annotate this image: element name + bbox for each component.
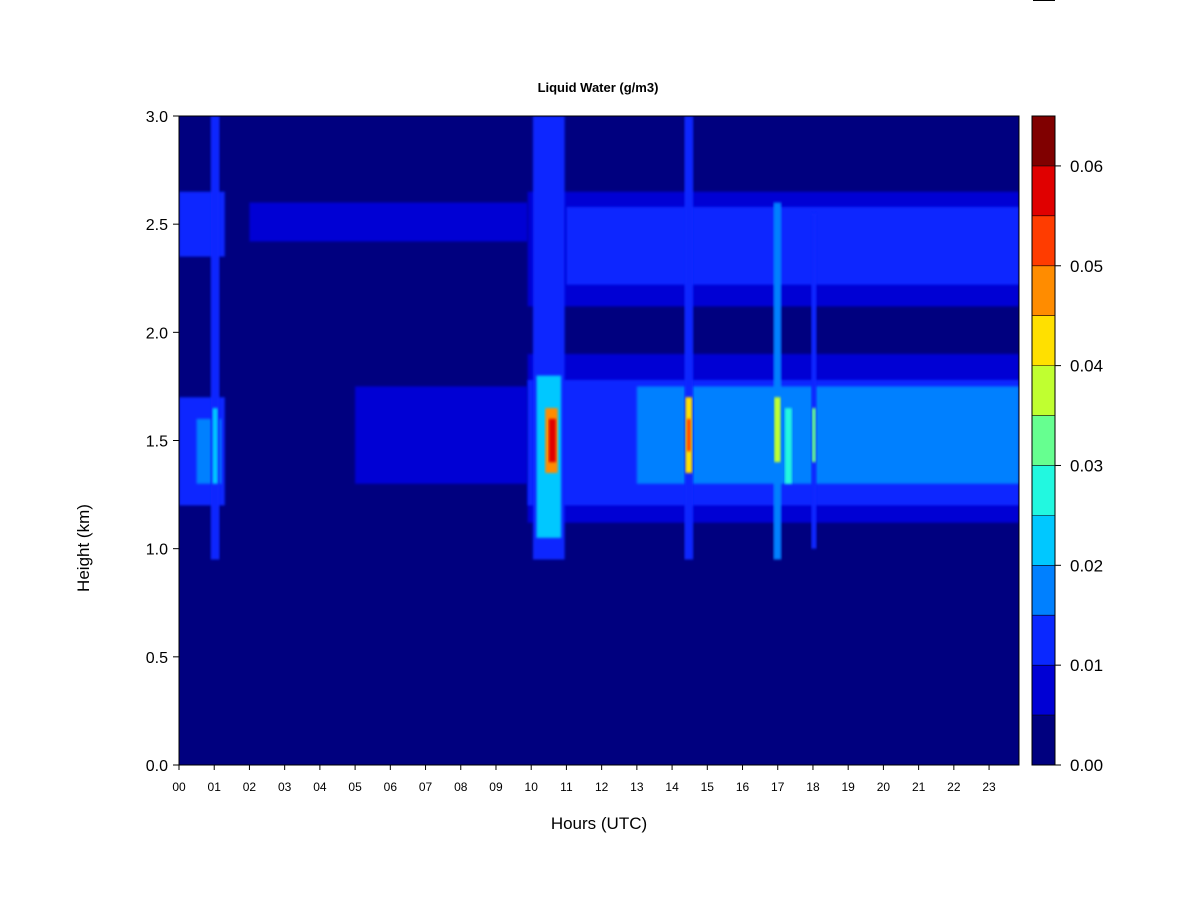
x-tick-label: 19 xyxy=(842,780,856,794)
x-axis: 00 01 02 03 04 05 06 07 08 09 10 11 12 13 14 15 16 17 18 19… xyxy=(172,764,996,794)
x-tick-label: 07 xyxy=(419,780,433,794)
x-tick-label: 10 xyxy=(525,780,539,794)
colorbar-tick-label: 0.03 xyxy=(1070,456,1103,475)
cloud-column-11: column ~17.3h xyxy=(784,408,792,484)
colorbar-swatch xyxy=(1032,116,1055,166)
colorbar-tick-label: 0.02 xyxy=(1070,556,1103,575)
corner-mark xyxy=(1033,0,1055,1)
cloud-layer-3: upper cloud layer, core xyxy=(566,206,1019,285)
y-axis-label: Height (km) xyxy=(74,504,93,592)
y-tick-label: 2.0 xyxy=(146,325,168,342)
y-tick-label: 0.5 xyxy=(146,650,168,667)
x-tick-label: 12 xyxy=(595,780,609,794)
colorbar-tick-label: 0.04 xyxy=(1070,357,1103,376)
x-tick-label: 03 xyxy=(278,780,292,794)
colorbar-swatch xyxy=(1032,565,1055,616)
colorbar-swatch xyxy=(1032,265,1055,316)
plot-frame xyxy=(178,115,1020,766)
cloud-column-13: column ~18h core xyxy=(811,408,816,463)
plot-area: upper cloud layer, earlyupper cloud laye… xyxy=(179,116,1019,765)
colorbar-swatch xyxy=(1032,715,1055,765)
x-tick-label: 23 xyxy=(982,780,996,794)
y-tick-label: 1.5 xyxy=(146,434,168,451)
chart-title: Liquid Water (g/m3) xyxy=(538,80,659,95)
x-tick-label: 00 xyxy=(172,780,186,794)
x-tick-label: 06 xyxy=(384,780,398,794)
colorbar-swatch xyxy=(1032,465,1055,516)
cloud-column-6: column ~14.5h xyxy=(684,116,694,560)
colorbar-swatch xyxy=(1032,165,1055,216)
cloud-layer-1: upper cloud layer, 02-10 (sparse) xyxy=(249,202,528,242)
x-tick-label: 08 xyxy=(454,780,468,794)
cloud-column-5: column ~10.5h peak xyxy=(548,418,556,463)
colorbar-tick-label: 0.00 xyxy=(1070,756,1103,775)
cloud-column-9: column ~17h xyxy=(773,202,782,560)
cloud-column-0: column ~01h xyxy=(210,116,220,560)
colorbar-swatch xyxy=(1032,665,1055,716)
x-tick-label: 13 xyxy=(630,780,644,794)
x-tick-label: 16 xyxy=(736,780,750,794)
y-tick-label: 1.0 xyxy=(146,542,168,559)
x-tick-label: 18 xyxy=(806,780,820,794)
colorbar-swatch xyxy=(1032,515,1055,566)
x-tick-label: 09 xyxy=(489,780,503,794)
colorbar-swatch xyxy=(1032,215,1055,266)
cloud-column-12: column ~18h xyxy=(811,213,817,549)
x-tick-label: 17 xyxy=(771,780,785,794)
cloud-layer-6: lower cloud layer, 05-10 (sparse) xyxy=(355,386,528,484)
x-tick-label: 11 xyxy=(560,780,573,794)
cloud-column-8: column ~14.5h peak xyxy=(686,418,691,452)
colorbar-swatch xyxy=(1032,315,1055,366)
colorbar-tick-label: 0.01 xyxy=(1070,656,1103,675)
x-tick-label: 20 xyxy=(877,780,891,794)
cloud-column-1: column ~01h core xyxy=(212,408,218,484)
x-tick-label: 15 xyxy=(701,780,715,794)
x-tick-label: 22 xyxy=(947,780,961,794)
x-tick-label: 05 xyxy=(348,780,362,794)
colorbar-swatch xyxy=(1032,615,1055,666)
x-tick-label: 02 xyxy=(243,780,257,794)
y-axis: 0.0 0.5 1.0 1.5 2.0 2.5 3.0 xyxy=(146,109,180,775)
cloud-layer-9: lower cloud layer, core xyxy=(636,386,1019,484)
colorbar-swatch xyxy=(1032,365,1055,416)
colorbar-frame xyxy=(1031,115,1056,766)
colorbar: 0.00 0.01 0.02 0.03 0.04 0.05 0.06 xyxy=(1031,115,1103,775)
x-tick-label: 14 xyxy=(665,780,679,794)
x-tick-label: 21 xyxy=(912,780,926,794)
colorbar-tick-label: 0.06 xyxy=(1070,157,1103,176)
y-tick-label: 2.5 xyxy=(146,217,168,234)
x-tick-label: 01 xyxy=(208,780,222,794)
colorbar-tick-label: 0.05 xyxy=(1070,257,1103,276)
y-tick-label: 3.0 xyxy=(146,109,168,126)
x-tick-label: 04 xyxy=(313,780,327,794)
cloud-column-10: column ~17h core xyxy=(774,397,781,463)
x-axis-label: Hours (UTC) xyxy=(551,814,647,833)
y-tick-label: 0.0 xyxy=(146,758,168,775)
colorbar-swatch xyxy=(1032,415,1055,466)
